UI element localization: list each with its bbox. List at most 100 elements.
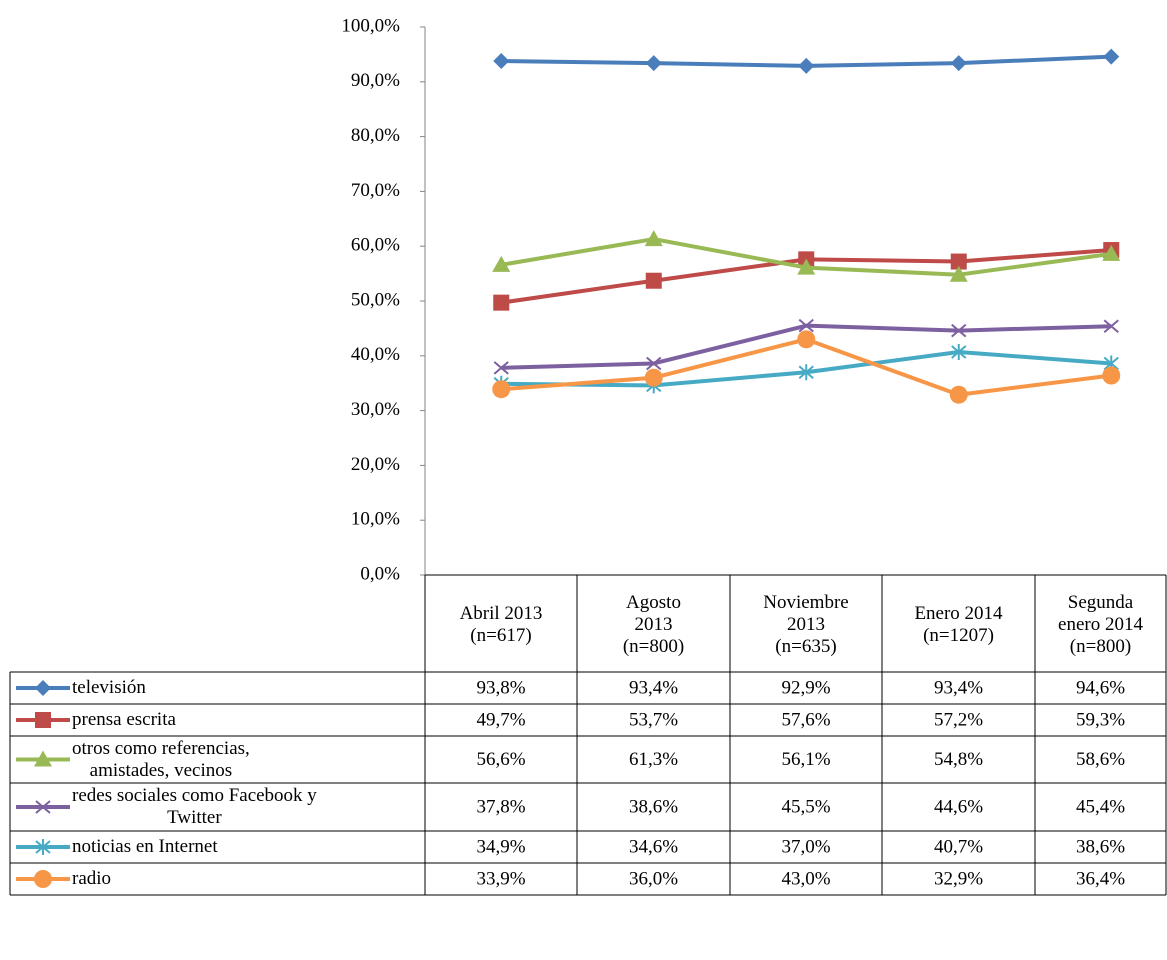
table-value: 57,2% <box>934 709 983 730</box>
y-tick-label: 0,0% <box>360 563 400 584</box>
marker <box>951 323 967 338</box>
x-tick-label: Enero 2014 (n=1207) <box>914 602 1003 646</box>
table-value: 93,4% <box>629 677 678 698</box>
table-value: 32,9% <box>934 868 983 889</box>
legend-label: radio <box>72 868 112 889</box>
y-tick-label: 70,0% <box>351 180 400 201</box>
table-value: 45,5% <box>781 796 830 817</box>
marker <box>798 57 815 74</box>
table-value: 43,0% <box>781 868 830 889</box>
x-tick-label-box: Abril 2013 (n=617) <box>459 602 543 646</box>
table-value: 57,6% <box>781 709 830 730</box>
x-tick-label: Segunda enero 2014 (n=800) <box>1058 591 1143 657</box>
marker <box>797 330 816 349</box>
y-tick-label: 60,0% <box>351 235 400 256</box>
table-value: 38,6% <box>629 796 678 817</box>
legend-label: prensa escrita <box>72 709 176 730</box>
table-value: 54,8% <box>934 749 983 770</box>
marker <box>1102 244 1121 261</box>
table-value: 44,6% <box>934 796 983 817</box>
marker <box>798 318 814 333</box>
marker <box>950 253 967 270</box>
x-tick-label-box: Enero 2014 (n=1207) <box>914 602 1003 646</box>
table-value: 53,7% <box>629 709 678 730</box>
legend-box-box: radio <box>72 868 112 889</box>
marker <box>35 800 51 814</box>
marker <box>645 55 662 72</box>
x-tick-label: Noviembre 2013 (n=635) <box>763 591 849 657</box>
y-tick-label: 20,0% <box>351 454 400 475</box>
y-tick-label: 30,0% <box>351 399 400 420</box>
legend-box-box: redes sociales como Facebook y Twitter <box>72 783 422 831</box>
marker <box>951 343 967 360</box>
series <box>493 343 1119 394</box>
x-tick-label: Agosto 2013 (n=800) <box>622 591 685 657</box>
series <box>493 48 1120 74</box>
x-tick-label: Abril 2013 (n=617) <box>459 602 543 646</box>
table-value: 37,0% <box>781 836 830 857</box>
marker <box>645 272 662 289</box>
legend-box: noticias en Internet <box>72 831 422 863</box>
marker <box>798 364 814 381</box>
y-tick-label: 10,0% <box>351 509 400 530</box>
series <box>492 330 1121 404</box>
legend-box: otros como referencias, amistades, vecin… <box>72 736 422 783</box>
table-value: 94,6% <box>1076 677 1125 698</box>
legend-box-box: prensa escrita <box>72 704 422 736</box>
marker <box>492 380 511 399</box>
marker <box>644 230 663 247</box>
table-value: 93,8% <box>476 677 525 698</box>
marker <box>493 52 510 69</box>
marker <box>644 368 663 387</box>
table-value: 93,4% <box>934 677 983 698</box>
table-value: 40,7% <box>934 836 983 857</box>
legend-label: otros como referencias, amistades, vecin… <box>72 737 250 781</box>
x-tick-label-box: Noviembre 2013 (n=635) <box>763 591 849 657</box>
series <box>492 230 1121 282</box>
y-tick-label: 100,0% <box>341 15 400 36</box>
table-value: 38,6% <box>1076 836 1125 857</box>
y-tick-label: 40,0% <box>351 344 400 365</box>
y-tick-label: 80,0% <box>351 125 400 146</box>
marker <box>35 680 51 696</box>
legend-box: televisión <box>72 672 422 704</box>
table-value: 37,8% <box>476 796 525 817</box>
x-tick-label-box: Segunda enero 2014 (n=800) <box>1058 591 1143 657</box>
table-value: 59,3% <box>1076 709 1125 730</box>
legend-box: prensa escrita <box>72 704 422 736</box>
marker <box>35 839 51 855</box>
marker <box>797 258 816 275</box>
marker <box>493 361 509 375</box>
table-value: 92,9% <box>781 677 830 698</box>
table-value: 45,4% <box>1076 796 1125 817</box>
marker <box>950 55 967 72</box>
marker <box>493 294 510 311</box>
marker <box>34 750 52 767</box>
table-value: 34,6% <box>629 836 678 857</box>
legend-label: redes sociales como Facebook y Twitter <box>72 785 317 828</box>
table-value: 36,0% <box>629 868 678 889</box>
legend-box: redes sociales como Facebook y Twitter <box>72 783 422 831</box>
x-tick-label-box: Agosto 2013 (n=800) <box>622 591 685 657</box>
table-value: 56,6% <box>476 749 525 770</box>
legend-box-box: noticias en Internet <box>72 831 422 863</box>
y-tick-label: 90,0% <box>351 70 400 91</box>
series <box>493 318 1119 375</box>
marker <box>1103 48 1120 65</box>
legend-box-box: televisión <box>72 672 422 704</box>
marker <box>34 870 52 888</box>
legend-label: noticias en Internet <box>72 836 218 857</box>
marker <box>1103 319 1119 333</box>
table-value: 58,6% <box>1076 749 1125 770</box>
marker <box>492 255 511 272</box>
table-value: 36,4% <box>1076 868 1125 889</box>
marker <box>35 712 51 728</box>
marker <box>646 356 662 371</box>
y-tick-label: 50,0% <box>351 289 400 310</box>
marker <box>949 265 968 282</box>
table-value: 34,9% <box>476 836 525 857</box>
legend-box-box: otros como referencias, amistades, vecin… <box>72 736 422 783</box>
table-value: 33,9% <box>476 868 525 889</box>
